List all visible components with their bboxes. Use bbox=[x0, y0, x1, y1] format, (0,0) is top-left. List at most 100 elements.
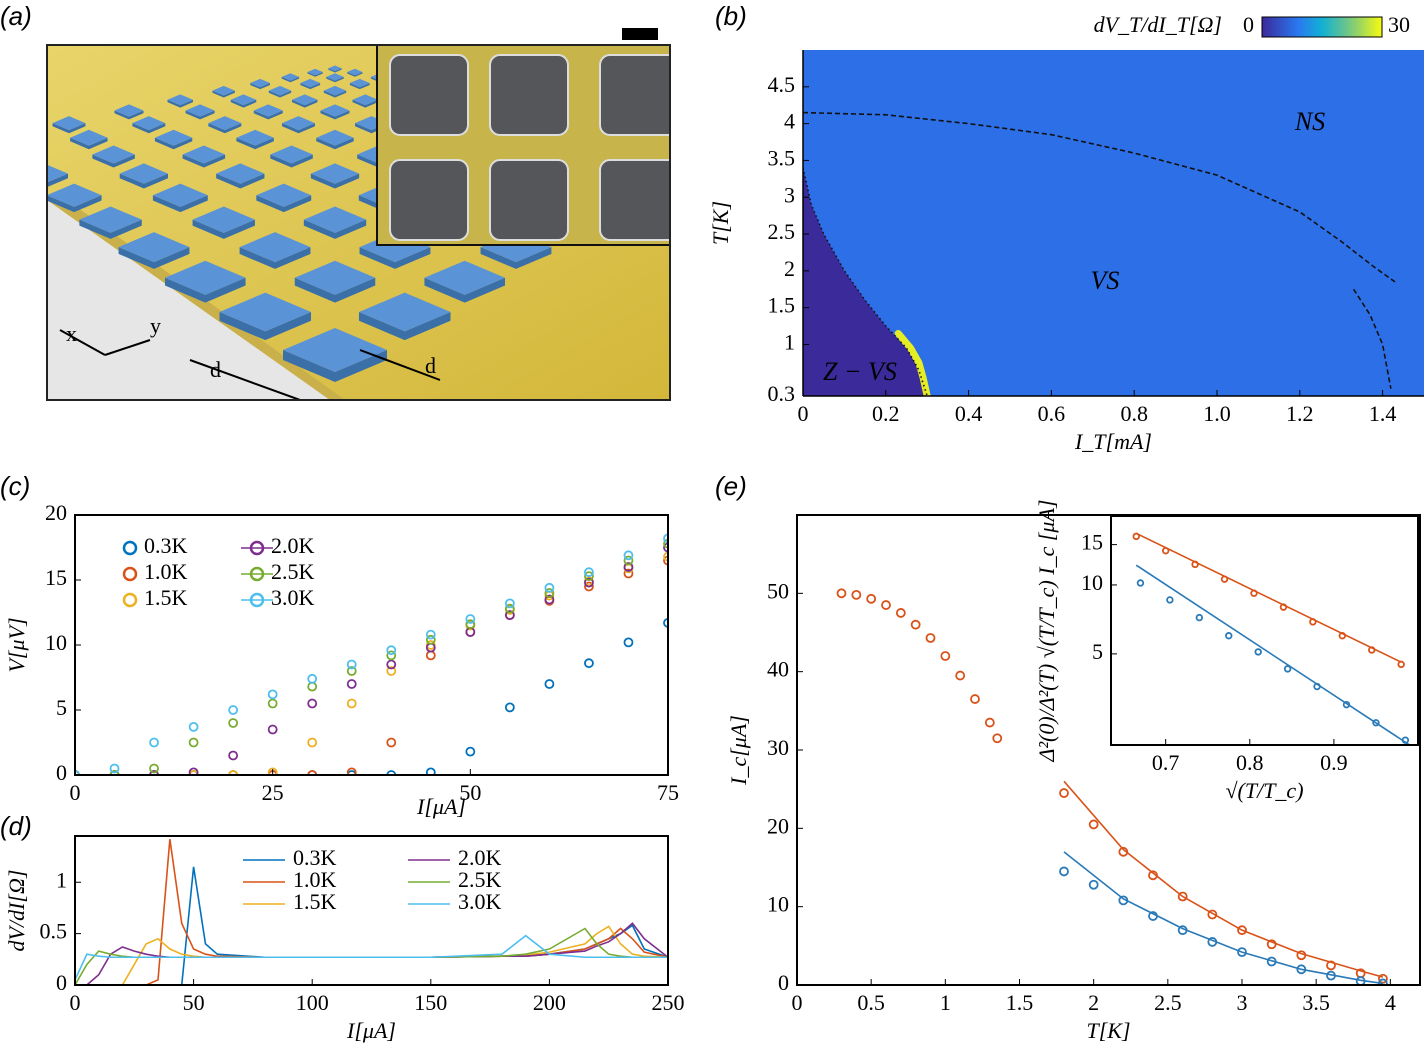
y-tick-label: 30 bbox=[767, 735, 789, 760]
y-tick-label: 15 bbox=[45, 565, 67, 590]
x-tick-label: 1.2 bbox=[1286, 401, 1314, 426]
tile-side bbox=[219, 312, 312, 341]
legend-marker bbox=[122, 540, 138, 556]
tile bbox=[114, 104, 144, 117]
data-point bbox=[149, 770, 159, 775]
data-point bbox=[1283, 665, 1292, 673]
data-point bbox=[386, 650, 397, 661]
data-point bbox=[267, 767, 278, 775]
legend-label: 1.0K bbox=[144, 559, 188, 584]
tile bbox=[310, 163, 360, 184]
tile bbox=[118, 232, 190, 263]
x-axis-label: T[K] bbox=[1086, 1018, 1130, 1043]
tile-side bbox=[253, 110, 283, 120]
y-tick-label: 0 bbox=[778, 970, 789, 995]
tile-side bbox=[47, 195, 102, 213]
tile-side bbox=[294, 277, 376, 303]
tile bbox=[239, 232, 311, 263]
data-point bbox=[663, 542, 668, 553]
series-line bbox=[1135, 532, 1402, 663]
colorbar bbox=[1261, 16, 1383, 38]
panel-label: (c) bbox=[0, 471, 30, 501]
x-tick-label: 50 bbox=[459, 780, 481, 805]
panel-label: (b) bbox=[715, 1, 747, 31]
tile-side bbox=[216, 173, 265, 189]
boundary-curve bbox=[803, 111, 1396, 283]
tile-side bbox=[152, 195, 208, 213]
tile-side bbox=[323, 90, 347, 98]
y-tick-label: 2 bbox=[784, 256, 795, 281]
y-tick-label: 10 bbox=[767, 892, 789, 917]
data-point bbox=[1088, 879, 1099, 890]
plot-area bbox=[836, 588, 1388, 985]
tile bbox=[256, 183, 312, 207]
x-tick-label: 100 bbox=[296, 990, 329, 1015]
data-point bbox=[465, 746, 476, 757]
tile-side bbox=[300, 83, 321, 90]
data-point bbox=[1177, 891, 1188, 902]
tile-side bbox=[282, 123, 315, 134]
data-point bbox=[544, 588, 555, 598]
inset-background bbox=[1111, 516, 1418, 745]
sem-pad bbox=[489, 159, 569, 241]
data-point bbox=[623, 568, 634, 579]
sem-pad bbox=[489, 54, 569, 136]
data-point bbox=[1237, 947, 1247, 957]
data-point bbox=[228, 718, 239, 728]
axis-hint: x bbox=[66, 321, 77, 346]
tile bbox=[320, 104, 350, 117]
data-point bbox=[1254, 648, 1262, 656]
data-point bbox=[346, 659, 357, 670]
tile-side bbox=[250, 83, 271, 90]
panel: (d) 0 50 100 150 200 250 0 0.5 1 I[μA] dV/dI[Ω] 0.3K… bbox=[0, 811, 685, 1043]
data-point bbox=[228, 750, 239, 761]
data-point bbox=[1207, 909, 1218, 920]
legend-label: 3.0K bbox=[458, 889, 502, 914]
tile-side bbox=[70, 137, 108, 150]
tile bbox=[79, 206, 142, 233]
tile-side bbox=[358, 312, 451, 341]
tile-side bbox=[114, 110, 144, 120]
data-point bbox=[307, 737, 318, 748]
x-axis-label: √(T/T_c) bbox=[1225, 778, 1303, 803]
x-tick-label: 0 bbox=[798, 401, 809, 426]
panel-a: (a) x y d d bbox=[0, 1, 671, 401]
tile bbox=[154, 129, 193, 146]
legend-marker bbox=[122, 592, 138, 608]
tile bbox=[192, 206, 255, 233]
tile bbox=[294, 260, 376, 295]
tile-side bbox=[283, 350, 387, 382]
y-tick-label: 10 bbox=[45, 630, 67, 655]
axis-hint: y bbox=[150, 313, 161, 338]
y-tick-label: 20 bbox=[767, 813, 789, 838]
y-tick-label: 0.5 bbox=[40, 919, 68, 944]
x-tick-label: 0 bbox=[792, 990, 803, 1015]
device-illustration bbox=[47, 45, 670, 400]
tile-side bbox=[270, 154, 313, 168]
tile bbox=[212, 85, 235, 96]
axes-frame bbox=[74, 835, 669, 986]
region-label: NS bbox=[1294, 107, 1325, 136]
data-point bbox=[267, 724, 278, 735]
data-point bbox=[544, 679, 555, 689]
x-tick-label: 0.8 bbox=[1236, 750, 1264, 775]
x-tick-label: 1.5 bbox=[1006, 990, 1034, 1015]
tile bbox=[253, 104, 283, 117]
x-axis-label: I[μA] bbox=[416, 794, 466, 819]
sem-pad bbox=[599, 54, 670, 136]
sem-pad bbox=[389, 159, 469, 241]
panel-label: (d) bbox=[0, 811, 32, 841]
y-axis-label: Δ²(0)/Δ²(T) √(T/T_c) I_c [μA] bbox=[1034, 500, 1059, 763]
tile bbox=[316, 129, 354, 146]
tile-side bbox=[424, 277, 506, 303]
tile-side bbox=[307, 72, 323, 77]
data-point bbox=[307, 698, 318, 709]
region-label: VS bbox=[1091, 266, 1120, 295]
y-tick-label: 4 bbox=[784, 109, 795, 134]
tile bbox=[270, 145, 313, 164]
tile bbox=[326, 73, 344, 81]
x-tick-label: 0.5 bbox=[857, 990, 885, 1015]
tile bbox=[281, 73, 300, 81]
data-point bbox=[188, 770, 199, 775]
panel-label: (a) bbox=[0, 1, 32, 31]
